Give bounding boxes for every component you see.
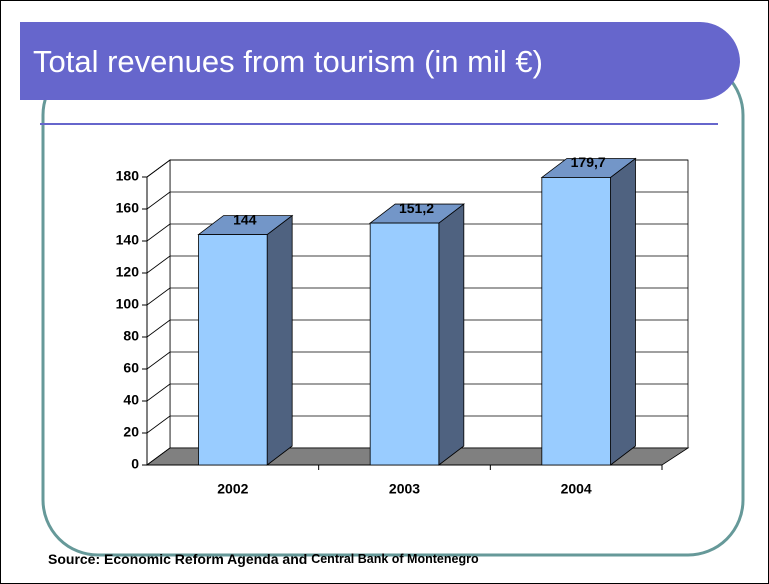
y-tick-label: 100	[116, 296, 140, 312]
bar-side	[438, 203, 465, 466]
side-wall	[146, 159, 171, 466]
value-label: 151,2	[399, 200, 434, 216]
grid-line	[146, 351, 171, 370]
grid-line	[146, 383, 171, 402]
bar	[541, 177, 611, 466]
source-part: Central Bank of Montenegro	[311, 552, 479, 566]
grid-line	[146, 319, 171, 338]
bar	[369, 222, 440, 466]
y-tick-label: 40	[123, 392, 139, 408]
y-tick-label: 80	[123, 328, 139, 344]
source-part: Source: Economic Reform Agenda and	[48, 551, 307, 567]
y-tick-label: 140	[116, 232, 140, 248]
y-tick-label: 180	[116, 168, 140, 184]
bar-side	[610, 157, 636, 466]
y-tick-label: 120	[116, 264, 140, 280]
y-tick-label: 160	[116, 200, 140, 216]
value-label: 179,7	[571, 154, 606, 170]
x-tick-label: 2003	[389, 481, 420, 497]
title-band	[20, 22, 740, 101]
y-tick-label: 0	[131, 456, 139, 472]
value-label: 144	[233, 211, 257, 227]
bar	[198, 234, 268, 466]
grid-line	[146, 287, 171, 306]
grid-line	[146, 223, 171, 242]
grid-line	[146, 159, 171, 178]
grid-line	[146, 415, 171, 434]
slide-title: Total revenues from tourism (in mil €)	[33, 44, 543, 79]
grid-line	[146, 191, 171, 210]
grid-line	[146, 255, 171, 274]
x-tick-label: 2002	[217, 481, 248, 497]
bar-side	[266, 214, 293, 466]
y-tick-label: 60	[123, 360, 139, 376]
y-tick-label: 20	[123, 424, 139, 440]
x-tick-label: 2004	[561, 481, 592, 497]
source: Source: Economic Reform Agenda and Centr…	[48, 551, 479, 567]
